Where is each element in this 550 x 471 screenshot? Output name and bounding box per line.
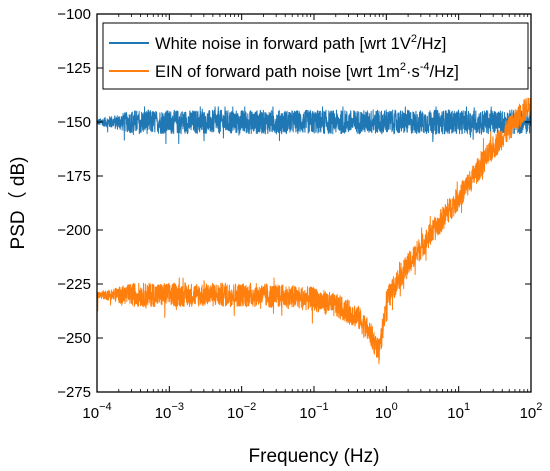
x-tick-base: 10 [227, 405, 244, 422]
x-tick-base: 10 [82, 405, 99, 422]
legend-text-part: White noise in forward path [wrt 1V [155, 35, 411, 53]
x-tick-base: 10 [299, 405, 316, 422]
series-layer [97, 97, 531, 365]
x-tick-label: 10−2 [227, 401, 256, 422]
legend: White noise in forward path [wrt 1V2/Hz]… [102, 22, 529, 90]
legend-box [102, 22, 529, 90]
legend-text-part: /Hz] [430, 63, 459, 81]
x-tick-label: 10−4 [82, 401, 111, 422]
x-tick-base: 10 [447, 405, 464, 422]
y-tick-label: −275 [57, 384, 91, 401]
x-tick-exponent: −1 [316, 401, 329, 413]
x-tick-exponent: 0 [392, 401, 398, 413]
legend-text-part: -4 [420, 61, 430, 73]
legend-entry-2: EIN of forward path noise [wrt 1m2·s-4/H… [155, 61, 459, 81]
series-line-1 [97, 106, 531, 145]
legend-text-part: ·s [406, 63, 420, 81]
legend-text-part: /Hz] [417, 35, 446, 53]
x-tick-base: 10 [375, 405, 392, 422]
legend-text-part: EIN of forward path noise [wrt 1m [155, 63, 400, 81]
x-tick-exponent: −3 [171, 401, 184, 413]
legend-text-part: 2 [400, 61, 406, 73]
series-line-2 [97, 97, 531, 365]
y-axis-title: PSD（ dB) [7, 157, 29, 250]
y-tick-label: −200 [57, 222, 91, 239]
y-tick-label: −150 [57, 114, 91, 131]
y-tick-label: −125 [57, 60, 91, 77]
y-tick-label: −175 [57, 168, 91, 185]
x-tick-label: 101 [447, 401, 470, 422]
legend-text-part: 2 [411, 33, 417, 45]
x-tick-exponent: 2 [536, 401, 542, 413]
x-tick-label: 100 [375, 401, 398, 422]
x-tick-label: 10−1 [299, 401, 328, 422]
x-tick-base: 10 [155, 405, 172, 422]
x-axis-title: Frequency (Hz) [249, 446, 380, 467]
y-tick-label: −225 [57, 276, 91, 293]
x-tick-base: 10 [520, 405, 537, 422]
x-tick-exponent: 1 [464, 401, 470, 413]
x-tick-label: 10−3 [155, 401, 184, 422]
x-tick-label: 102 [520, 401, 543, 422]
legend-entry-1: White noise in forward path [wrt 1V2/Hz] [155, 33, 446, 53]
x-tick-exponent: −2 [244, 401, 257, 413]
y-tick-label: −100 [57, 6, 91, 23]
x-tick-exponent: −4 [99, 401, 112, 413]
y-tick-label: −250 [57, 330, 91, 347]
